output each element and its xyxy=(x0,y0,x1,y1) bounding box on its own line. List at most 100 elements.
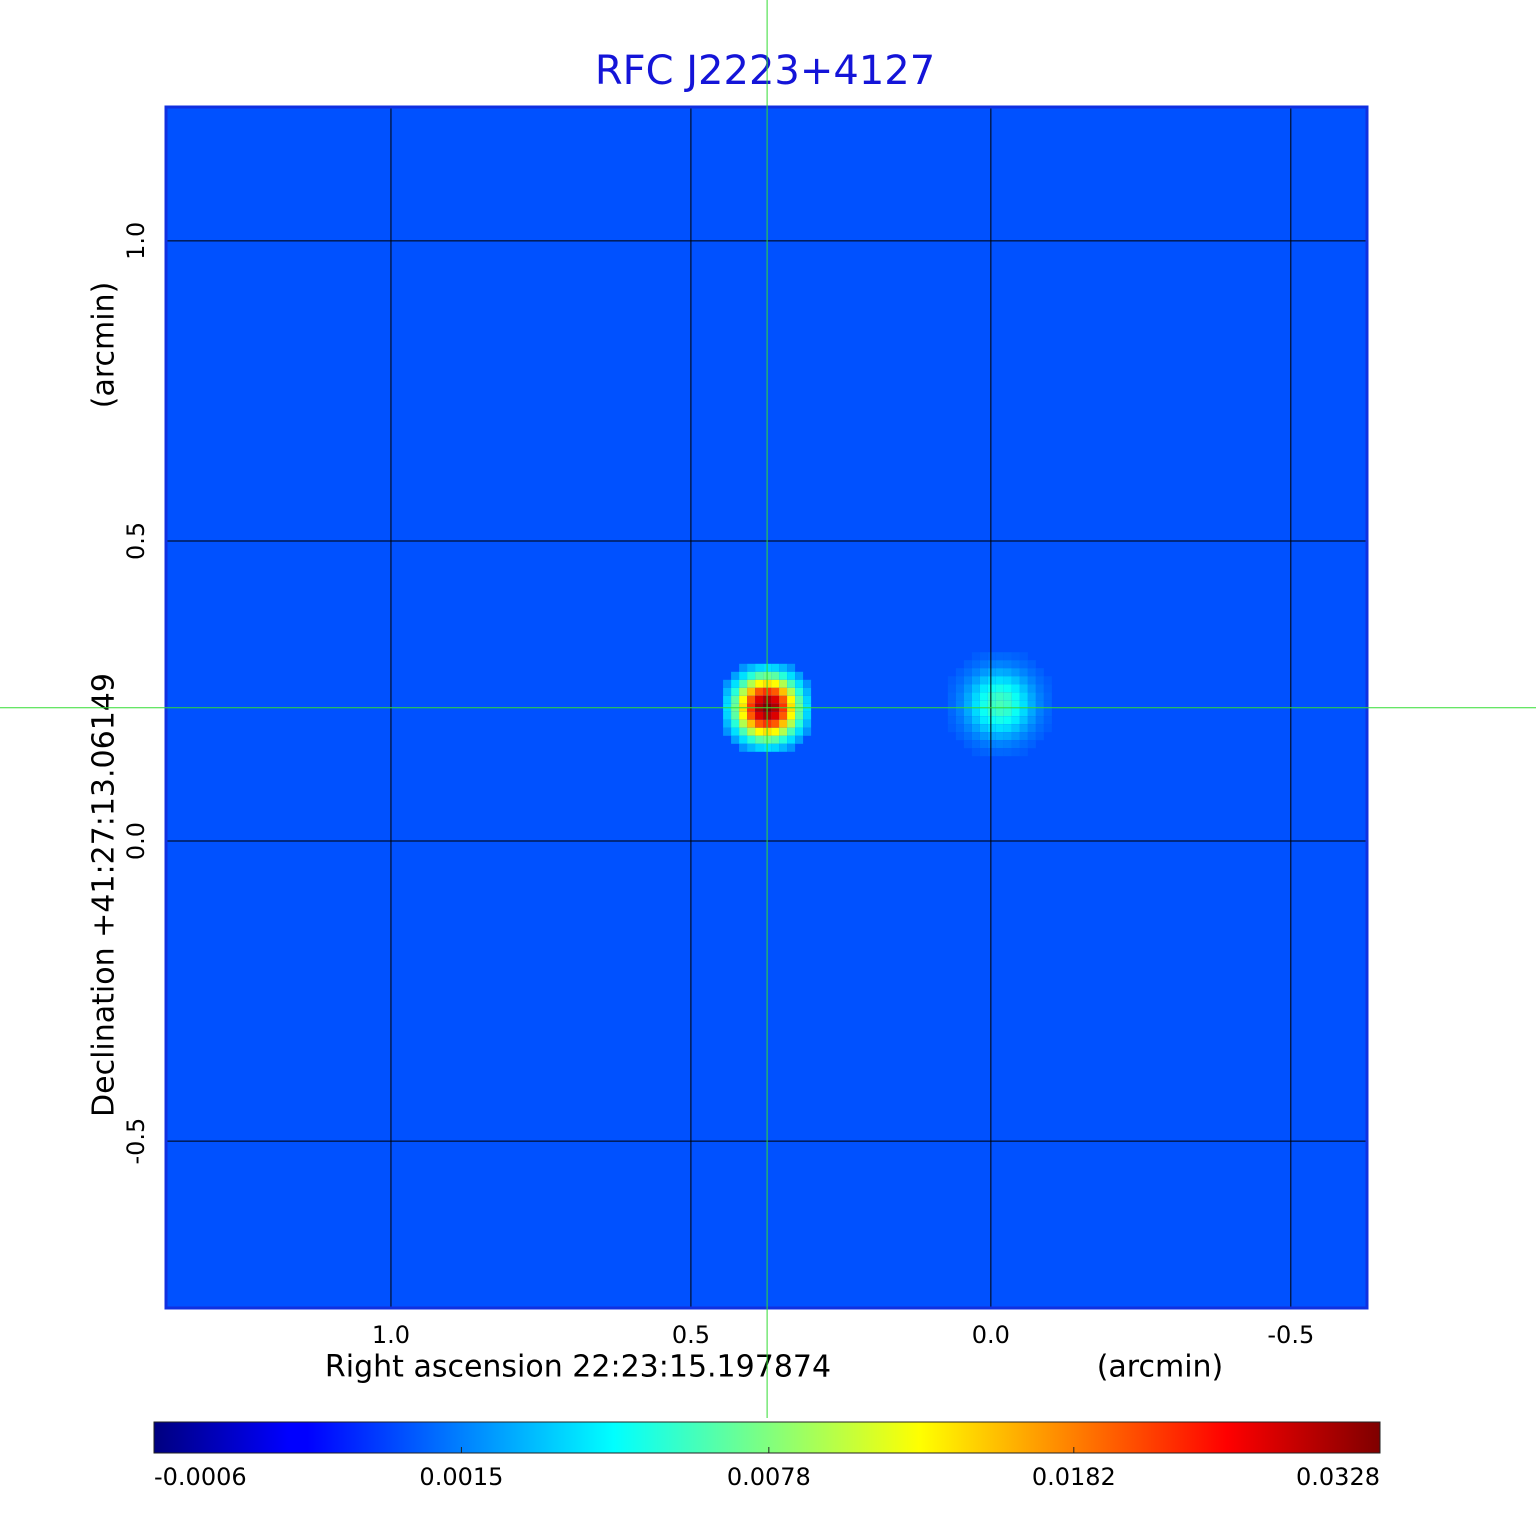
source-pixel xyxy=(995,740,1004,749)
source-pixel xyxy=(1011,668,1020,677)
source-pixel xyxy=(995,668,1004,677)
source-pixel xyxy=(803,727,812,736)
source-pixel xyxy=(979,668,988,677)
source-pixel xyxy=(1043,724,1052,733)
source-pixel xyxy=(795,711,804,720)
colorbar-tick-label: 0.0015 xyxy=(419,1463,503,1491)
source-pixel xyxy=(803,711,812,720)
source-pixel xyxy=(979,716,988,725)
source-pixel xyxy=(995,708,1004,717)
source-pixel xyxy=(1027,668,1036,677)
x-tick-label: 1.0 xyxy=(372,1321,410,1349)
source-pixel xyxy=(987,684,996,693)
source-pixel xyxy=(1003,684,1012,693)
source-pixel xyxy=(987,652,996,661)
source-pixel xyxy=(747,663,756,672)
source-pixel xyxy=(803,695,812,704)
colorbar-tick-label: 0.0328 xyxy=(1296,1463,1380,1491)
source-pixel xyxy=(787,679,796,688)
source-pixel xyxy=(963,660,972,669)
source-pixel xyxy=(723,687,732,696)
source-pixel xyxy=(771,679,780,688)
source-pixel xyxy=(1011,708,1020,717)
source-pixel xyxy=(955,716,964,725)
source-pixel xyxy=(995,684,1004,693)
source-pixel xyxy=(771,711,780,720)
source-pixel xyxy=(723,711,732,720)
source-pixel xyxy=(1019,684,1028,693)
source-pixel xyxy=(739,695,748,704)
source-pixel xyxy=(795,727,804,736)
source-pixel xyxy=(771,687,780,696)
source-pixel xyxy=(723,695,732,704)
source-pixel xyxy=(1027,676,1036,685)
source-pixel xyxy=(971,700,980,709)
source-pixel xyxy=(787,711,796,720)
source-pixel xyxy=(971,732,980,741)
source-pixel xyxy=(1011,748,1020,757)
source-pixel xyxy=(803,687,812,696)
source-pixel xyxy=(987,740,996,749)
source-pixel xyxy=(1027,684,1036,693)
source-pixel xyxy=(971,716,980,725)
colorbar-tick-label: -0.0006 xyxy=(154,1463,247,1491)
source-pixel xyxy=(947,716,956,725)
source-pixel xyxy=(731,695,740,704)
source-pixel xyxy=(795,687,804,696)
source-pixel xyxy=(955,708,964,717)
source-pixel xyxy=(739,671,748,680)
source-pixel xyxy=(963,724,972,733)
source-pixel xyxy=(963,740,972,749)
x-axis-unit: (arcmin) xyxy=(1097,1350,1224,1385)
source-pixel xyxy=(1019,716,1028,725)
source-pixel xyxy=(1019,724,1028,733)
source-pixel xyxy=(755,679,764,688)
source-pixel xyxy=(1003,748,1012,757)
source-pixel xyxy=(987,724,996,733)
source-pixel xyxy=(779,719,788,728)
source-pixel xyxy=(723,719,732,728)
source-pixel xyxy=(955,700,964,709)
source-pixel xyxy=(1003,716,1012,725)
colorbar-tick-label: 0.0078 xyxy=(727,1463,811,1491)
source-pixel xyxy=(955,732,964,741)
source-pixel xyxy=(771,743,780,752)
source-pixel xyxy=(1003,692,1012,701)
source-pixel xyxy=(723,679,732,688)
source-pixel xyxy=(731,735,740,744)
source-pixel xyxy=(739,679,748,688)
source-pixel xyxy=(795,719,804,728)
source-pixel xyxy=(1035,668,1044,677)
source-pixel xyxy=(963,700,972,709)
source-pixel xyxy=(979,708,988,717)
source-pixel xyxy=(739,727,748,736)
source-pixel xyxy=(963,716,972,725)
source-pixel xyxy=(795,695,804,704)
source-pixel xyxy=(787,687,796,696)
source-pixel xyxy=(1019,652,1028,661)
source-pixel xyxy=(755,711,764,720)
source-pixel xyxy=(747,727,756,736)
source xyxy=(947,652,1052,757)
source-pixel xyxy=(995,700,1004,709)
source-pixel xyxy=(755,687,764,696)
source-pixel xyxy=(947,724,956,733)
source-pixel xyxy=(739,663,748,672)
source-pixel xyxy=(739,719,748,728)
source-pixel xyxy=(971,676,980,685)
source-pixel xyxy=(803,719,812,728)
source-pixel xyxy=(747,711,756,720)
source-pixel xyxy=(963,676,972,685)
source-pixel xyxy=(979,660,988,669)
source-pixel xyxy=(1019,700,1028,709)
source-pixel xyxy=(1019,708,1028,717)
source-pixel xyxy=(979,676,988,685)
source-pixel xyxy=(747,719,756,728)
source-pixel xyxy=(995,652,1004,661)
source-pixel xyxy=(1027,708,1036,717)
source-pixel xyxy=(955,684,964,693)
source-pixel xyxy=(1003,732,1012,741)
source-pixel xyxy=(747,671,756,680)
source-pixel xyxy=(739,711,748,720)
source-pixel xyxy=(987,668,996,677)
